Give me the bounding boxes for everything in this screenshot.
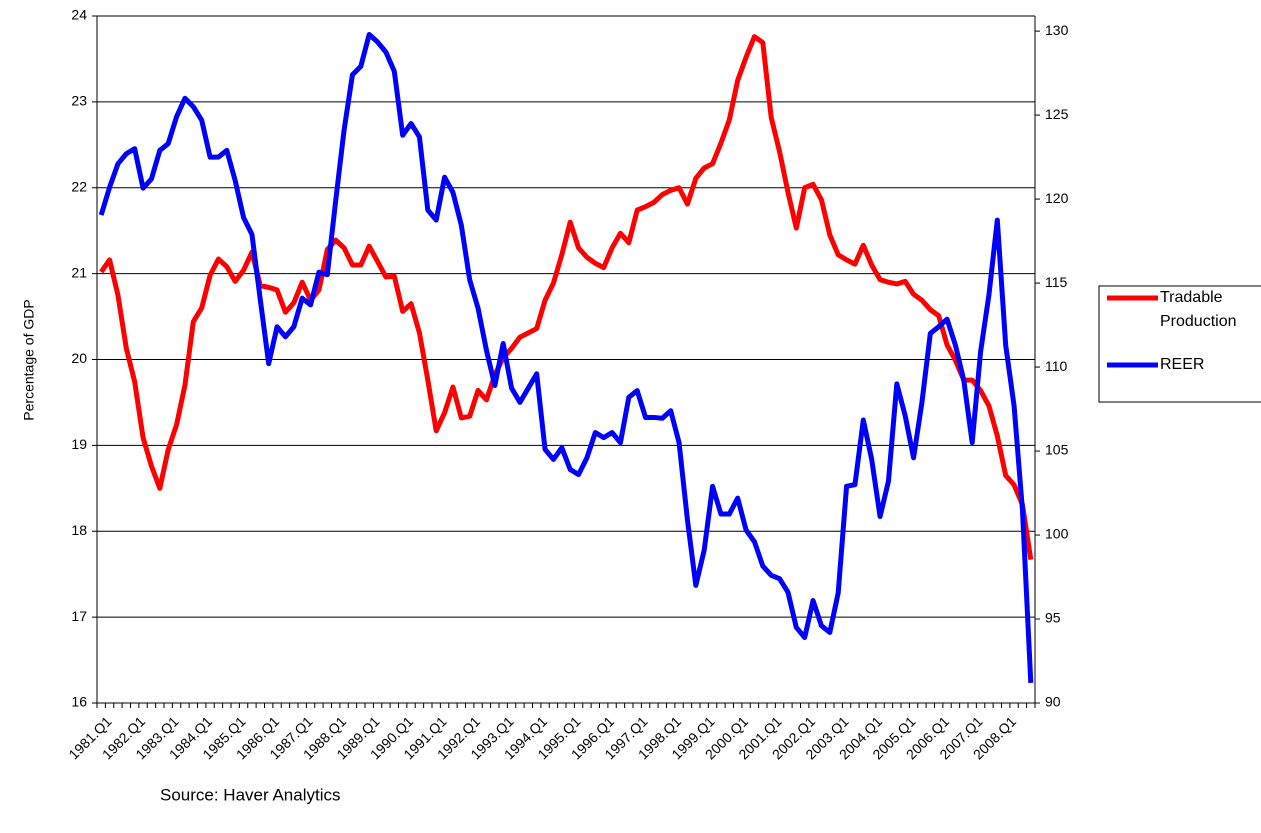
y-axis-label: Percentage of GDP	[21, 299, 37, 420]
y-tick-label: 20	[71, 350, 87, 366]
legend-label: Tradable Production	[1160, 289, 1237, 330]
y-tick-label: 16	[71, 694, 87, 710]
y2-tick-label: 100	[1045, 526, 1069, 542]
y2-tick-label: 120	[1045, 190, 1069, 206]
y2-tick-label: 130	[1045, 22, 1069, 38]
legend-box	[1098, 285, 1261, 403]
y-tick-label: 19	[71, 436, 87, 452]
series-line	[99, 34, 1034, 560]
y2-tick-label: 95	[1045, 610, 1061, 626]
y-tick-label: 24	[71, 7, 87, 23]
y-tick-label: 22	[71, 178, 87, 194]
y-tick-label: 23	[71, 93, 87, 109]
series-line	[98, 31, 1034, 683]
source-note: Source: Haver Analytics	[160, 785, 340, 804]
y-tick-label: 18	[71, 522, 87, 538]
legend-label: REER	[1160, 356, 1205, 373]
y-tick-label: 17	[71, 608, 87, 624]
y2-tick-label: 90	[1045, 694, 1061, 710]
y-tick-label: 21	[71, 264, 87, 280]
y2-tick-label: 115	[1045, 274, 1068, 290]
y2-tick-label: 105	[1045, 442, 1069, 458]
y2-tick-label: 110	[1045, 358, 1068, 374]
y2-tick-label: 125	[1045, 106, 1069, 122]
